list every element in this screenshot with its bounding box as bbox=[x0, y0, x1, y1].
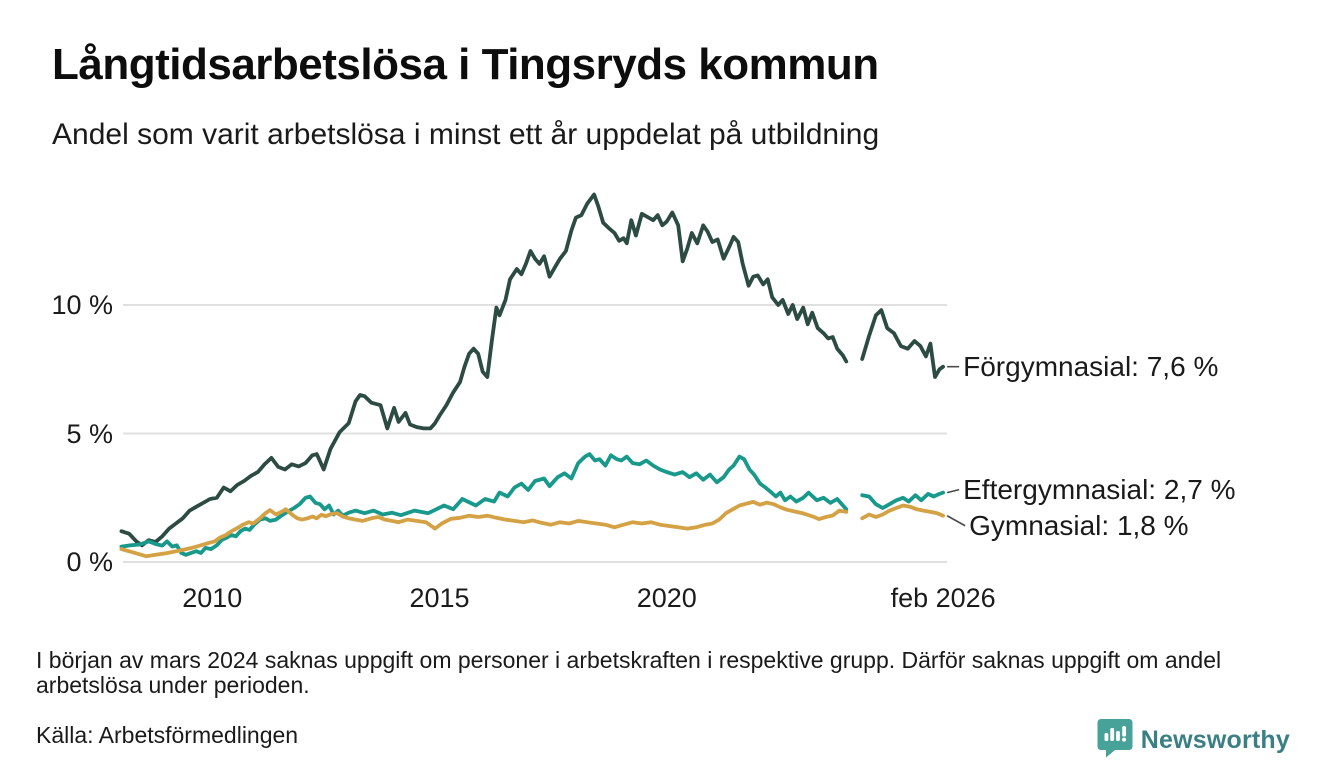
series-line-förgymnasial bbox=[119, 192, 849, 548]
source-attribution: Källa: Arbetsförmedlingen bbox=[36, 722, 299, 748]
series-end-label-gymnasial: Gymnasial: 1,8 % bbox=[969, 509, 1189, 541]
x-tick-label: 2015 bbox=[409, 583, 470, 613]
x-tick-label: feb 2026 bbox=[890, 583, 996, 613]
bubble-shape bbox=[1097, 719, 1133, 758]
newsworthy-bubble-chart-icon bbox=[1097, 718, 1133, 763]
y-tick-label: 5 % bbox=[66, 418, 113, 449]
x-tick-label: 2010 bbox=[182, 583, 243, 613]
footnote: I början av mars 2024 saknas uppgift om … bbox=[36, 647, 1222, 698]
x-tick-label: 2020 bbox=[636, 583, 697, 613]
series-end-label-förgymnasial: Förgymnasial: 7,6 % bbox=[963, 350, 1219, 382]
series-line-eftergymnasial bbox=[860, 490, 945, 510]
series-line-eftergymnasial bbox=[119, 452, 849, 557]
y-tick-label: 0 % bbox=[66, 547, 113, 577]
label-leader-dash bbox=[946, 488, 960, 494]
chart-subtitle: Andel som varit arbetslösa i minst ett å… bbox=[52, 118, 880, 151]
series-line-gymnasial bbox=[860, 503, 945, 521]
y-tick-label: 10 % bbox=[51, 290, 113, 320]
page-title: Långtidsarbetslösa i Tingsryds kommun bbox=[52, 40, 879, 89]
newsworthy-wordmark: Newsworthy bbox=[1140, 726, 1290, 754]
series-line-förgymnasial bbox=[860, 308, 945, 379]
newsworthy-logo[interactable]: Newsworthy bbox=[1097, 718, 1290, 763]
label-leader-dash bbox=[946, 515, 966, 527]
series-line-gymnasial bbox=[119, 499, 849, 559]
series-end-label-eftergymnasial: Eftergymnasial: 2,7 % bbox=[963, 473, 1236, 505]
